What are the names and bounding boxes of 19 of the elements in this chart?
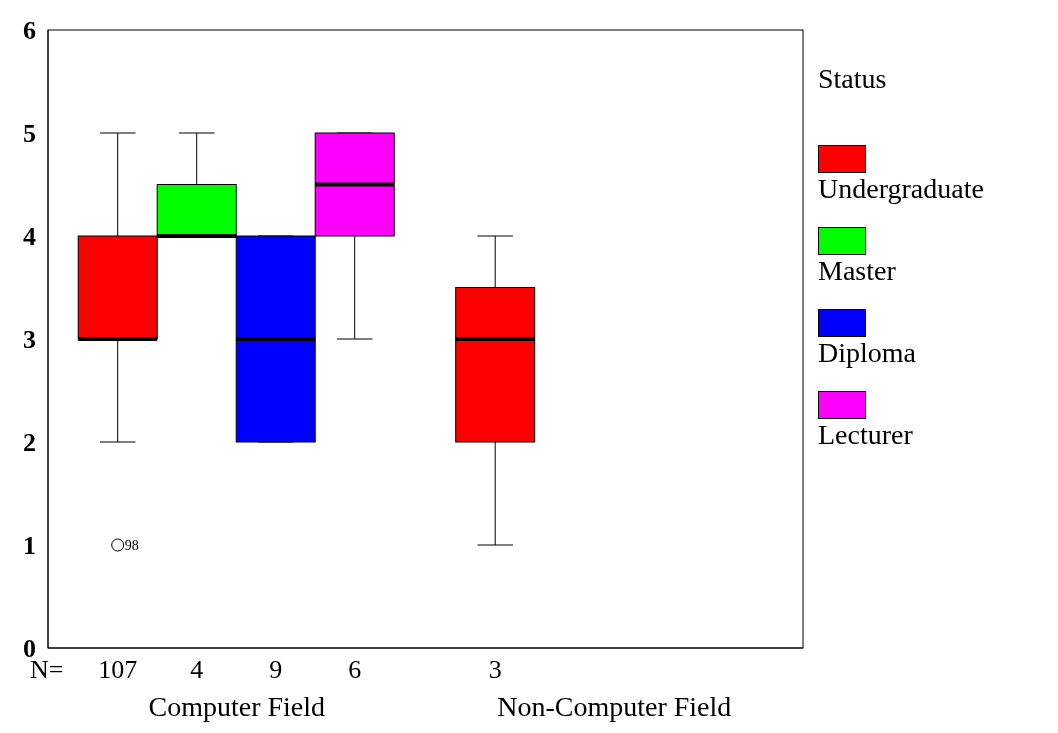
legend-title: Status xyxy=(818,63,888,95)
y-tick-label: 1 xyxy=(23,531,36,560)
legend-label: Lecturer xyxy=(818,419,914,451)
text: 9 xyxy=(269,655,283,684)
y-tick-label: 4 xyxy=(23,222,36,251)
text: 107 xyxy=(98,655,138,684)
x-tick-label: Non-Computer Field xyxy=(497,691,732,722)
y-tick-label: 6 xyxy=(23,16,36,45)
legend-label: Diploma xyxy=(818,337,917,369)
y-tick-label: 2 xyxy=(23,428,36,457)
legend-label: Master xyxy=(818,255,897,287)
y-tick-label: 3 xyxy=(23,325,36,354)
legend-label: Undergraduate xyxy=(818,173,984,205)
x-tick-label: Computer Field xyxy=(148,691,326,722)
text: 3 xyxy=(488,655,502,684)
text: 4 xyxy=(190,655,204,684)
y-tick-label: 5 xyxy=(23,119,36,148)
text: 6 xyxy=(348,655,362,684)
annotation: 98 xyxy=(124,538,139,553)
